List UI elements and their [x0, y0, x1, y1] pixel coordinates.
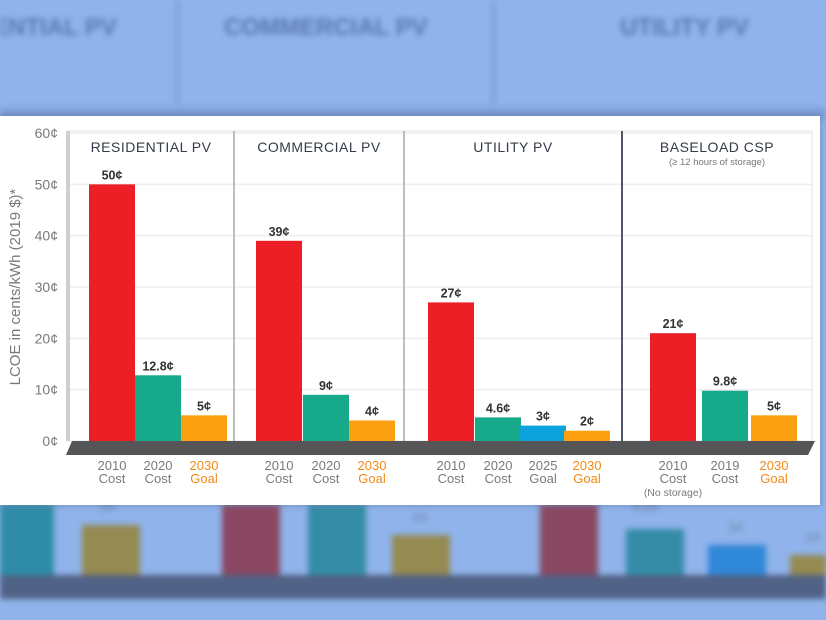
background-bar — [708, 545, 766, 575]
y-tick-label: 10¢ — [35, 382, 58, 398]
bar-value-label: 5¢ — [197, 399, 211, 413]
lcoe-chart: 0¢ 10¢ 20¢ 30¢ 40¢ 50¢ 60¢ LCOE in cents/kWh (… — [7, 125, 815, 499]
bar — [475, 417, 521, 441]
background-bar — [82, 525, 140, 575]
x-label-year: 2010 — [98, 458, 127, 473]
x-label-year: 2020 — [484, 458, 513, 473]
bar — [303, 394, 349, 441]
background-header: ENTIAL PV COMMERCIAL PV UTILITY PV — [0, 0, 826, 118]
x-label-year: 2025 — [529, 458, 558, 473]
bar — [135, 375, 181, 441]
background-bar — [392, 535, 450, 575]
background-divider — [176, 0, 179, 118]
y-tick-label: 40¢ — [35, 228, 58, 244]
x-label-year: 2030 — [760, 458, 789, 473]
panel-subtitle: (≥ 12 hours of storage) — [669, 157, 765, 168]
x-label-year: 2019 — [711, 458, 740, 473]
x-label-year: 2010 — [265, 458, 294, 473]
x-axis-labels: 2010Cost2020Cost2030Goal2010Cost2020Cost… — [98, 458, 789, 499]
panel-title: RESIDENTIAL PV — [91, 139, 212, 155]
bar-value-label: 5¢ — [767, 399, 781, 413]
y-axis-line — [66, 131, 70, 441]
x-label-type: Goal — [573, 471, 601, 486]
x-label-type: Cost — [438, 471, 465, 486]
bar-value-label: 4¢ — [365, 404, 379, 418]
x-label-year: 2030 — [358, 458, 387, 473]
bar-value-label: 3¢ — [536, 410, 550, 424]
background-value: 4¢ — [412, 509, 428, 525]
y-tick-label: 20¢ — [35, 330, 58, 346]
bar-value-label: 9¢ — [319, 379, 333, 393]
y-axis-label: LCOE in cents/kWh (2019 $)* — [7, 188, 24, 385]
bar-value-label: 27¢ — [441, 286, 462, 300]
x-label-type: Cost — [145, 471, 172, 486]
y-tick-label: 60¢ — [35, 125, 58, 141]
bar-value-label: 21¢ — [663, 317, 684, 331]
background-bars-area: 5¢ 4¢ 4.6¢ 3¢ 2¢ — [0, 499, 826, 620]
y-axis-ticks: 0¢ 10¢ 20¢ 30¢ 40¢ 50¢ 60¢ — [35, 125, 58, 449]
panel-title: UTILITY PV — [473, 139, 553, 155]
y-tick-label: 50¢ — [35, 176, 58, 192]
x-label-note: (No storage) — [644, 487, 702, 499]
bar — [520, 425, 566, 441]
background-bar — [222, 505, 280, 575]
background-title: UTILITY PV — [620, 14, 749, 41]
y-tick-label: 0¢ — [42, 433, 58, 449]
x-label-year: 2010 — [437, 458, 466, 473]
bar-value-label: 4.6¢ — [486, 401, 510, 415]
bar-value-label: 2¢ — [580, 415, 594, 429]
bars: 50¢ 12.8¢ 5¢ 39¢ 9¢ 4¢ 27¢ 4.6¢ 3¢ 2¢ 21¢ 9.8¢ 5¢ — [89, 168, 797, 442]
background-bar — [0, 505, 54, 575]
panel-title: BASELOAD CSP — [660, 139, 774, 155]
x-label-type: Cost — [660, 471, 687, 486]
panel-title: COMMERCIAL PV — [257, 139, 381, 155]
bar — [89, 184, 135, 442]
x-label-year: 2020 — [144, 458, 173, 473]
background-bar — [626, 529, 684, 575]
x-label-year: 2030 — [573, 458, 602, 473]
x-label-type: Cost — [266, 471, 293, 486]
bar — [428, 302, 474, 441]
x-label-type: Goal — [529, 471, 557, 486]
x-label-type: Goal — [358, 471, 386, 486]
bar — [564, 430, 610, 441]
x-label-year: 2030 — [190, 458, 219, 473]
bar-value-label: 9.8¢ — [713, 375, 737, 389]
background-bar — [308, 505, 366, 575]
bar — [256, 240, 302, 441]
bar-value-label: 39¢ — [269, 225, 290, 239]
x-label-type: Cost — [313, 471, 340, 486]
background-title: COMMERCIAL PV — [224, 14, 428, 41]
bar — [702, 390, 748, 441]
background-bar — [540, 505, 598, 575]
y-tick-label: 30¢ — [35, 279, 58, 295]
bar — [751, 415, 797, 441]
x-label-type: Goal — [190, 471, 218, 486]
background-title: ENTIAL PV — [0, 14, 117, 41]
x-label-type: Cost — [485, 471, 512, 486]
bar — [181, 415, 227, 441]
bar — [349, 420, 395, 441]
panels: RESIDENTIAL PV COMMERCIAL PV UTILITY PV BAS… — [66, 130, 813, 442]
background-value: 3¢ — [728, 519, 744, 535]
chart-card: 0¢ 10¢ 20¢ 30¢ 40¢ 50¢ 60¢ LCOE in cents/kWh (… — [0, 116, 820, 505]
x-label-year: 2010 — [659, 458, 688, 473]
x-label-type: Cost — [99, 471, 126, 486]
background-base — [0, 575, 826, 599]
x-label-year: 2020 — [312, 458, 341, 473]
base-platform — [66, 441, 815, 455]
base-slab — [66, 441, 815, 455]
background-value: 2¢ — [806, 529, 822, 545]
bar-value-label: 50¢ — [102, 168, 123, 182]
background-divider — [492, 0, 495, 118]
background-bar — [790, 555, 826, 575]
bar-value-label: 12.8¢ — [142, 359, 173, 373]
x-label-type: Goal — [760, 471, 788, 486]
x-label-type: Cost — [712, 471, 739, 486]
bar — [650, 333, 696, 441]
